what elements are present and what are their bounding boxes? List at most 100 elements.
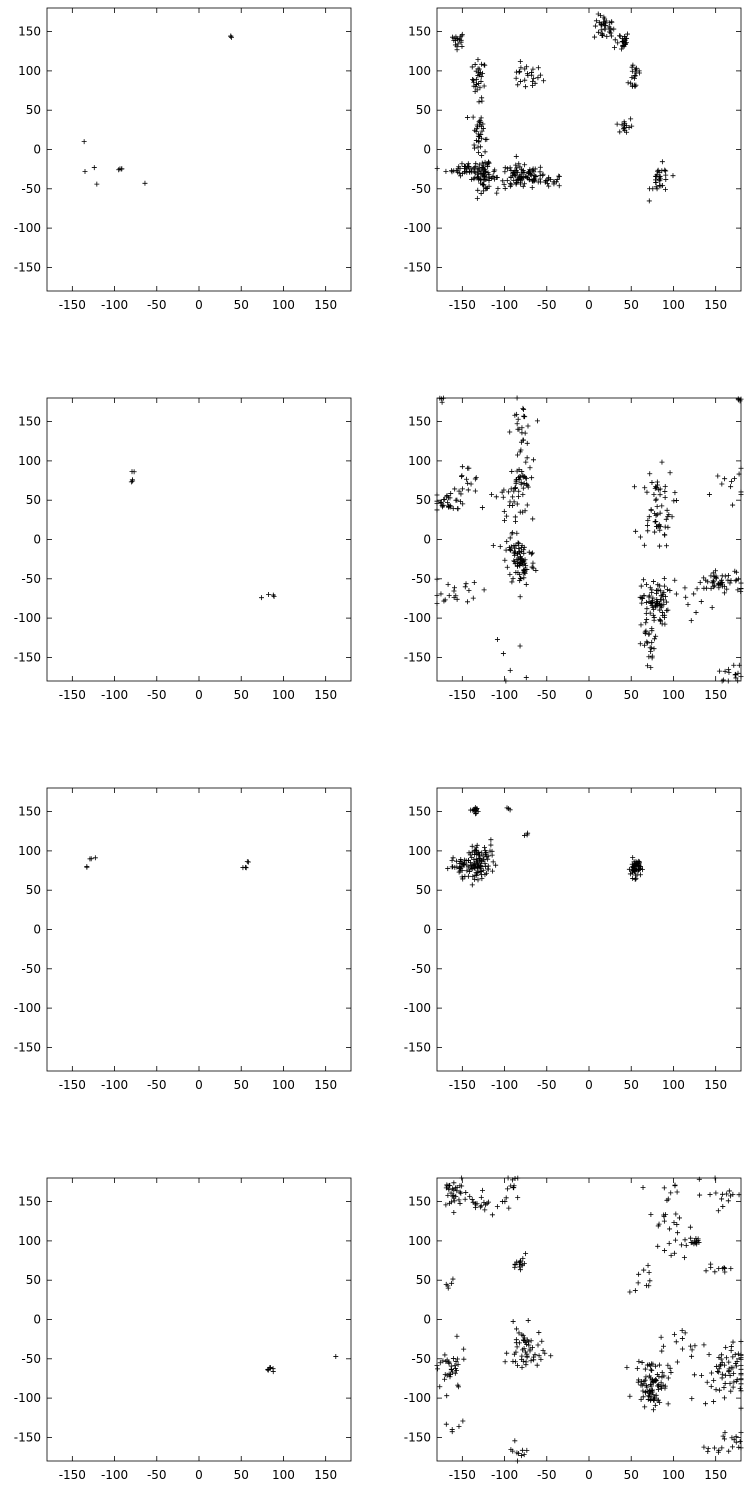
scatter-point	[434, 592, 440, 598]
scatter-point	[721, 1265, 727, 1271]
scatter-point	[494, 175, 500, 181]
scatter-point	[450, 505, 456, 511]
scatter-point	[504, 539, 510, 545]
scatter-point	[466, 465, 472, 471]
scatter-point	[512, 1261, 518, 1267]
scatter-point	[646, 1270, 652, 1276]
scatter-point	[664, 586, 670, 592]
scatter-point	[94, 181, 100, 187]
scatter-point	[444, 1182, 450, 1188]
scatter-point	[476, 131, 482, 137]
x-tick-label: 150	[704, 1078, 727, 1092]
scatter-point	[454, 1185, 460, 1190]
scatter-point	[502, 557, 508, 563]
scatter-point	[523, 1251, 529, 1257]
scatter-point	[507, 667, 513, 673]
y-tick-label: 150	[18, 805, 41, 819]
x-tick-label: 150	[704, 298, 727, 312]
scatter-point	[738, 1357, 744, 1363]
scatter-point	[649, 1377, 655, 1383]
scatter-point	[441, 496, 447, 502]
scatter-point	[475, 57, 481, 63]
y-tick-label: 150	[18, 415, 41, 429]
scatter-point	[734, 569, 740, 575]
scatter-point	[516, 488, 522, 494]
scatter-point	[661, 583, 667, 589]
scatter-point	[608, 30, 614, 36]
scatter-point	[471, 807, 477, 813]
scatter-point	[523, 475, 529, 481]
scatter-point	[643, 582, 649, 588]
scatter-point	[475, 877, 481, 883]
y-tick-label: -50	[411, 962, 431, 976]
scatter-point	[452, 1370, 458, 1376]
scatter-point	[462, 1196, 468, 1202]
scatter-point	[647, 645, 653, 651]
x-tick-label: 100	[272, 1468, 295, 1482]
scatter-point	[524, 455, 530, 461]
scatter-point	[466, 588, 472, 593]
scatter-point	[484, 186, 490, 192]
scatter-point	[483, 850, 489, 856]
scatter-point	[593, 18, 599, 24]
scatter-point	[452, 864, 458, 870]
scatter-point	[455, 1382, 461, 1388]
scatter-point	[653, 518, 659, 524]
scatter-point	[639, 1359, 645, 1365]
scatter-point	[465, 480, 471, 486]
scatter-point	[651, 1396, 657, 1402]
scatter-point	[522, 1335, 528, 1341]
scatter-point	[648, 664, 654, 670]
scatter-point	[556, 183, 562, 189]
scatter-point	[515, 556, 521, 562]
scatter-point	[516, 1330, 522, 1336]
scatter-point	[526, 1342, 532, 1348]
scatter-point	[647, 585, 653, 591]
scatter-point	[662, 484, 668, 490]
scatter-point	[650, 1407, 656, 1413]
scatter-point	[434, 165, 440, 171]
scatter-point	[520, 1256, 526, 1262]
scatter-point	[434, 507, 440, 513]
scatter-point	[650, 612, 656, 618]
scatter-point	[520, 509, 526, 515]
scatter-point	[644, 1362, 650, 1368]
scatter-point	[482, 137, 488, 143]
scatter-point	[665, 1362, 671, 1368]
scatter-point	[647, 610, 653, 616]
scatter-point	[664, 507, 670, 513]
scatter-point	[459, 874, 465, 880]
y-tick-label: -100	[14, 611, 41, 625]
scatter-point	[643, 1390, 649, 1396]
scatter-point	[592, 23, 598, 29]
scatter-point	[507, 571, 513, 577]
scatter-point	[258, 595, 264, 601]
scatter-point	[556, 173, 562, 179]
scatter-point	[715, 1208, 721, 1214]
scatter-point	[448, 1199, 454, 1205]
scatter-point	[650, 595, 656, 601]
scatter-point	[672, 1250, 678, 1256]
scatter-point	[539, 1338, 545, 1344]
scatter-point	[512, 514, 518, 520]
scatter-point	[657, 543, 663, 549]
scatter-point	[486, 183, 492, 189]
scatter-point	[479, 128, 485, 134]
scatter-point	[719, 678, 725, 684]
scatter-point	[659, 503, 665, 509]
scatter-point	[441, 598, 447, 604]
scatter-point	[472, 145, 478, 151]
scatter-point	[508, 547, 514, 553]
scatter-point	[535, 65, 541, 71]
scatter-point	[479, 160, 485, 166]
scatter-point	[490, 173, 496, 179]
scatter-point	[738, 1388, 744, 1394]
scatter-point	[636, 1271, 642, 1277]
scatter-point	[482, 847, 488, 853]
scatter-point	[443, 1421, 449, 1427]
scatter-point	[514, 1326, 520, 1332]
scatter-point	[711, 1399, 717, 1405]
scatter-point	[532, 80, 538, 86]
scatter-point	[697, 579, 703, 585]
scatter-point	[465, 161, 471, 167]
